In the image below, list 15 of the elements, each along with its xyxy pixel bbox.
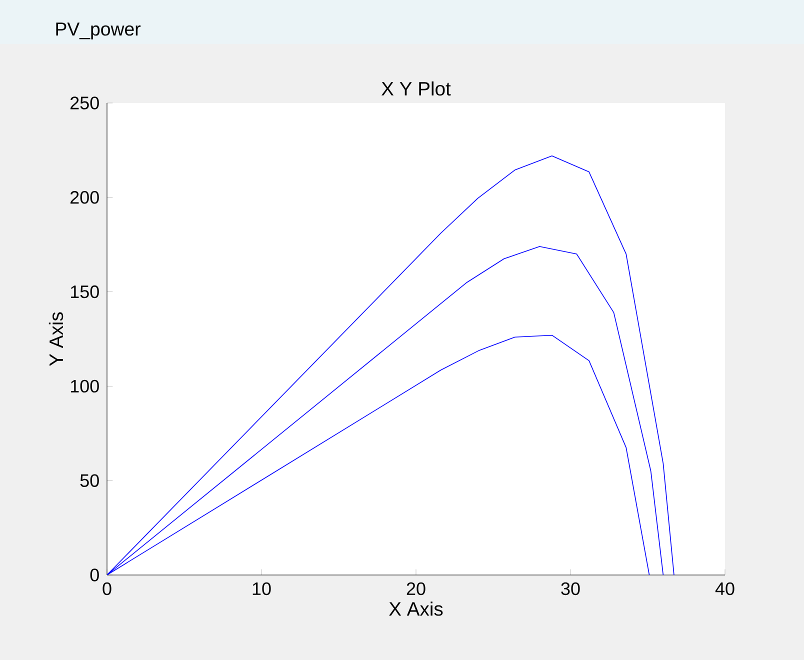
y-tick-label: 50 [80,474,99,487]
y-tick-label: 250 [70,96,99,110]
chart-title: X Y Plot [382,81,451,96]
y-tick-label: 100 [70,380,99,393]
x-tick-label: 20 [406,582,426,596]
y-axis-title: Y Axis [48,312,64,366]
x-tick-label: 40 [715,582,734,596]
text: PV_power [56,22,141,40]
y-tick-label: 200 [70,191,99,204]
y-tick-label: 0 [90,568,99,582]
x-tick-label: 10 [252,582,271,596]
y-tick-label: 150 [70,285,99,298]
x-tick-label: 30 [561,582,580,596]
x-tick-label: 0 [102,582,112,596]
x-axis-title: X Axis [389,602,443,616]
